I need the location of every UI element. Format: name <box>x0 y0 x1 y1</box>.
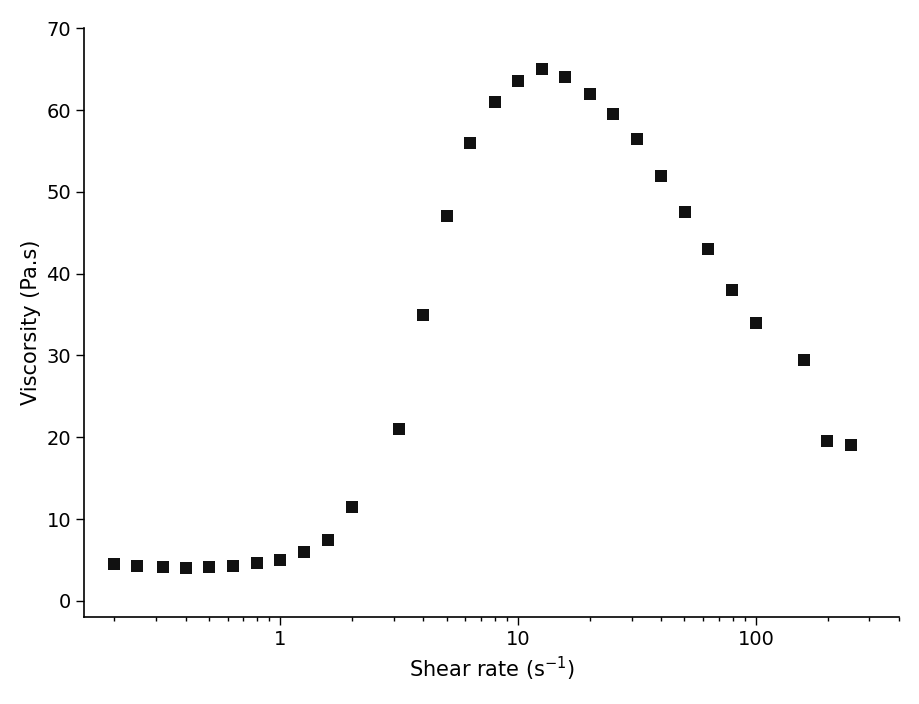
Point <box>250 558 265 569</box>
Point <box>676 207 691 218</box>
Point <box>225 560 240 572</box>
Point <box>795 354 810 365</box>
Point <box>178 562 193 574</box>
Point <box>629 133 643 144</box>
Point <box>582 88 596 99</box>
Point <box>273 554 288 565</box>
Point <box>155 562 170 573</box>
Point <box>652 170 667 181</box>
Point <box>130 560 144 572</box>
Point <box>415 309 430 320</box>
Point <box>391 424 406 435</box>
Point <box>724 284 739 296</box>
X-axis label: Shear rate (s$^{-1}$): Shear rate (s$^{-1}$) <box>408 655 574 683</box>
Point <box>843 440 857 451</box>
Point <box>606 108 620 120</box>
Point <box>320 534 335 545</box>
Point <box>534 63 549 75</box>
Point <box>438 210 453 222</box>
Point <box>510 76 525 87</box>
Y-axis label: Viscorsity (Pa.s): Viscorsity (Pa.s) <box>21 240 40 406</box>
Point <box>201 562 216 573</box>
Point <box>700 244 715 255</box>
Point <box>819 436 834 447</box>
Point <box>297 546 312 558</box>
Point <box>462 137 477 149</box>
Point <box>344 501 358 513</box>
Point <box>558 72 573 83</box>
Point <box>748 317 763 328</box>
Point <box>487 96 502 108</box>
Point <box>107 558 121 570</box>
